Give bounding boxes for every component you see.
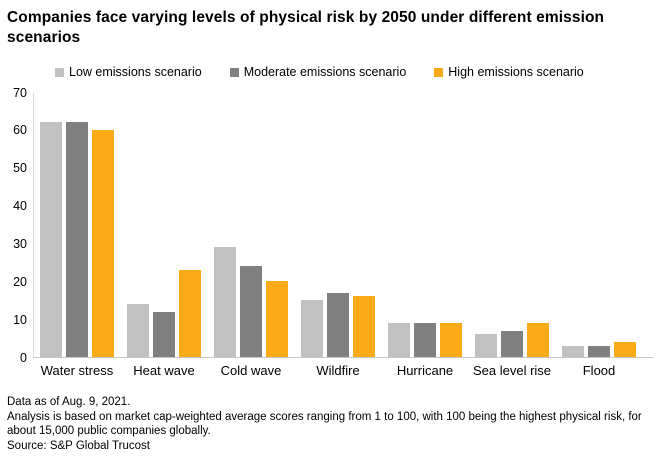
bar (127, 304, 149, 357)
bar (501, 330, 523, 357)
legend-label: Moderate emissions scenario (243, 65, 407, 79)
bar (614, 341, 636, 357)
bar (588, 345, 610, 357)
x-category-label: Sea level rise (472, 363, 552, 378)
bar (153, 311, 175, 357)
legend-label: High emissions scenario (448, 65, 584, 79)
legend-item-3: High emissions scenario (434, 65, 584, 79)
bar (240, 266, 262, 357)
x-category-label: Cold wave (220, 363, 282, 378)
footnotes: Data as of Aug. 9, 2021. Analysis is bas… (7, 395, 654, 453)
bar (440, 322, 462, 357)
legend: Low emissions scenario Moderate emissions… (55, 65, 660, 79)
y-tick-label: 30 (13, 236, 27, 251)
bar (414, 322, 436, 357)
bar (92, 129, 114, 357)
chart-card: Companies face varying levels of physica… (0, 8, 660, 453)
bar-group (388, 322, 462, 357)
bar (214, 247, 236, 357)
bar-group (475, 322, 549, 357)
x-category-label: Water stress (40, 363, 114, 378)
x-category-label: Hurricane (396, 363, 454, 378)
legend-swatch-icon (55, 67, 64, 77)
plot-area (33, 93, 653, 358)
bar-group (214, 247, 288, 357)
y-tick-label: 70 (13, 85, 27, 100)
y-tick-label: 10 (13, 312, 27, 327)
legend-item-1: Low emissions scenario (55, 65, 202, 79)
x-category-label: Flood (582, 363, 616, 378)
footnote-source: Source: S&P Global Trucost (7, 439, 150, 452)
bar (266, 281, 288, 357)
footnote-methodology: Analysis is based on market cap-weighted… (7, 410, 642, 438)
bar (327, 292, 349, 357)
y-tick-label: 40 (13, 199, 27, 214)
bar (301, 300, 323, 357)
legend-item-2: Moderate emissions scenario (229, 65, 407, 79)
x-category-label: Heat wave (133, 363, 195, 378)
bar (475, 334, 497, 357)
y-tick-label: 0 (20, 350, 27, 365)
x-axis-labels: Water stress Heat wave Cold wave Wildfire Hu… (33, 363, 653, 378)
bar (66, 122, 88, 357)
bar (527, 322, 549, 357)
chart-title: Companies face varying levels of physica… (7, 9, 605, 46)
bar (388, 322, 410, 357)
bar (179, 269, 201, 357)
y-tick-label: 60 (13, 123, 27, 138)
bar (353, 296, 375, 357)
bar-group (40, 122, 114, 357)
legend-label: Low emissions scenario (69, 65, 202, 79)
y-tick-label: 20 (13, 274, 27, 289)
plot-column: Water stress Heat wave Cold wave Wildfire Hu… (33, 93, 653, 378)
legend-swatch-icon (434, 67, 444, 77)
bar-group (562, 341, 636, 357)
bar (40, 122, 62, 357)
y-axis: 0 10 20 30 40 50 60 70 (6, 86, 33, 365)
bar-group (127, 269, 201, 357)
bar-chart: 0 10 20 30 40 50 60 70 Water stress Heat wave Col… (6, 86, 660, 378)
bar-group (301, 292, 375, 357)
x-category-label: Wildfire (316, 363, 360, 378)
y-tick-label: 50 (13, 161, 27, 176)
footnote-data-date: Data as of Aug. 9, 2021. (7, 396, 131, 408)
bar (562, 345, 584, 357)
legend-swatch-icon (229, 67, 239, 77)
